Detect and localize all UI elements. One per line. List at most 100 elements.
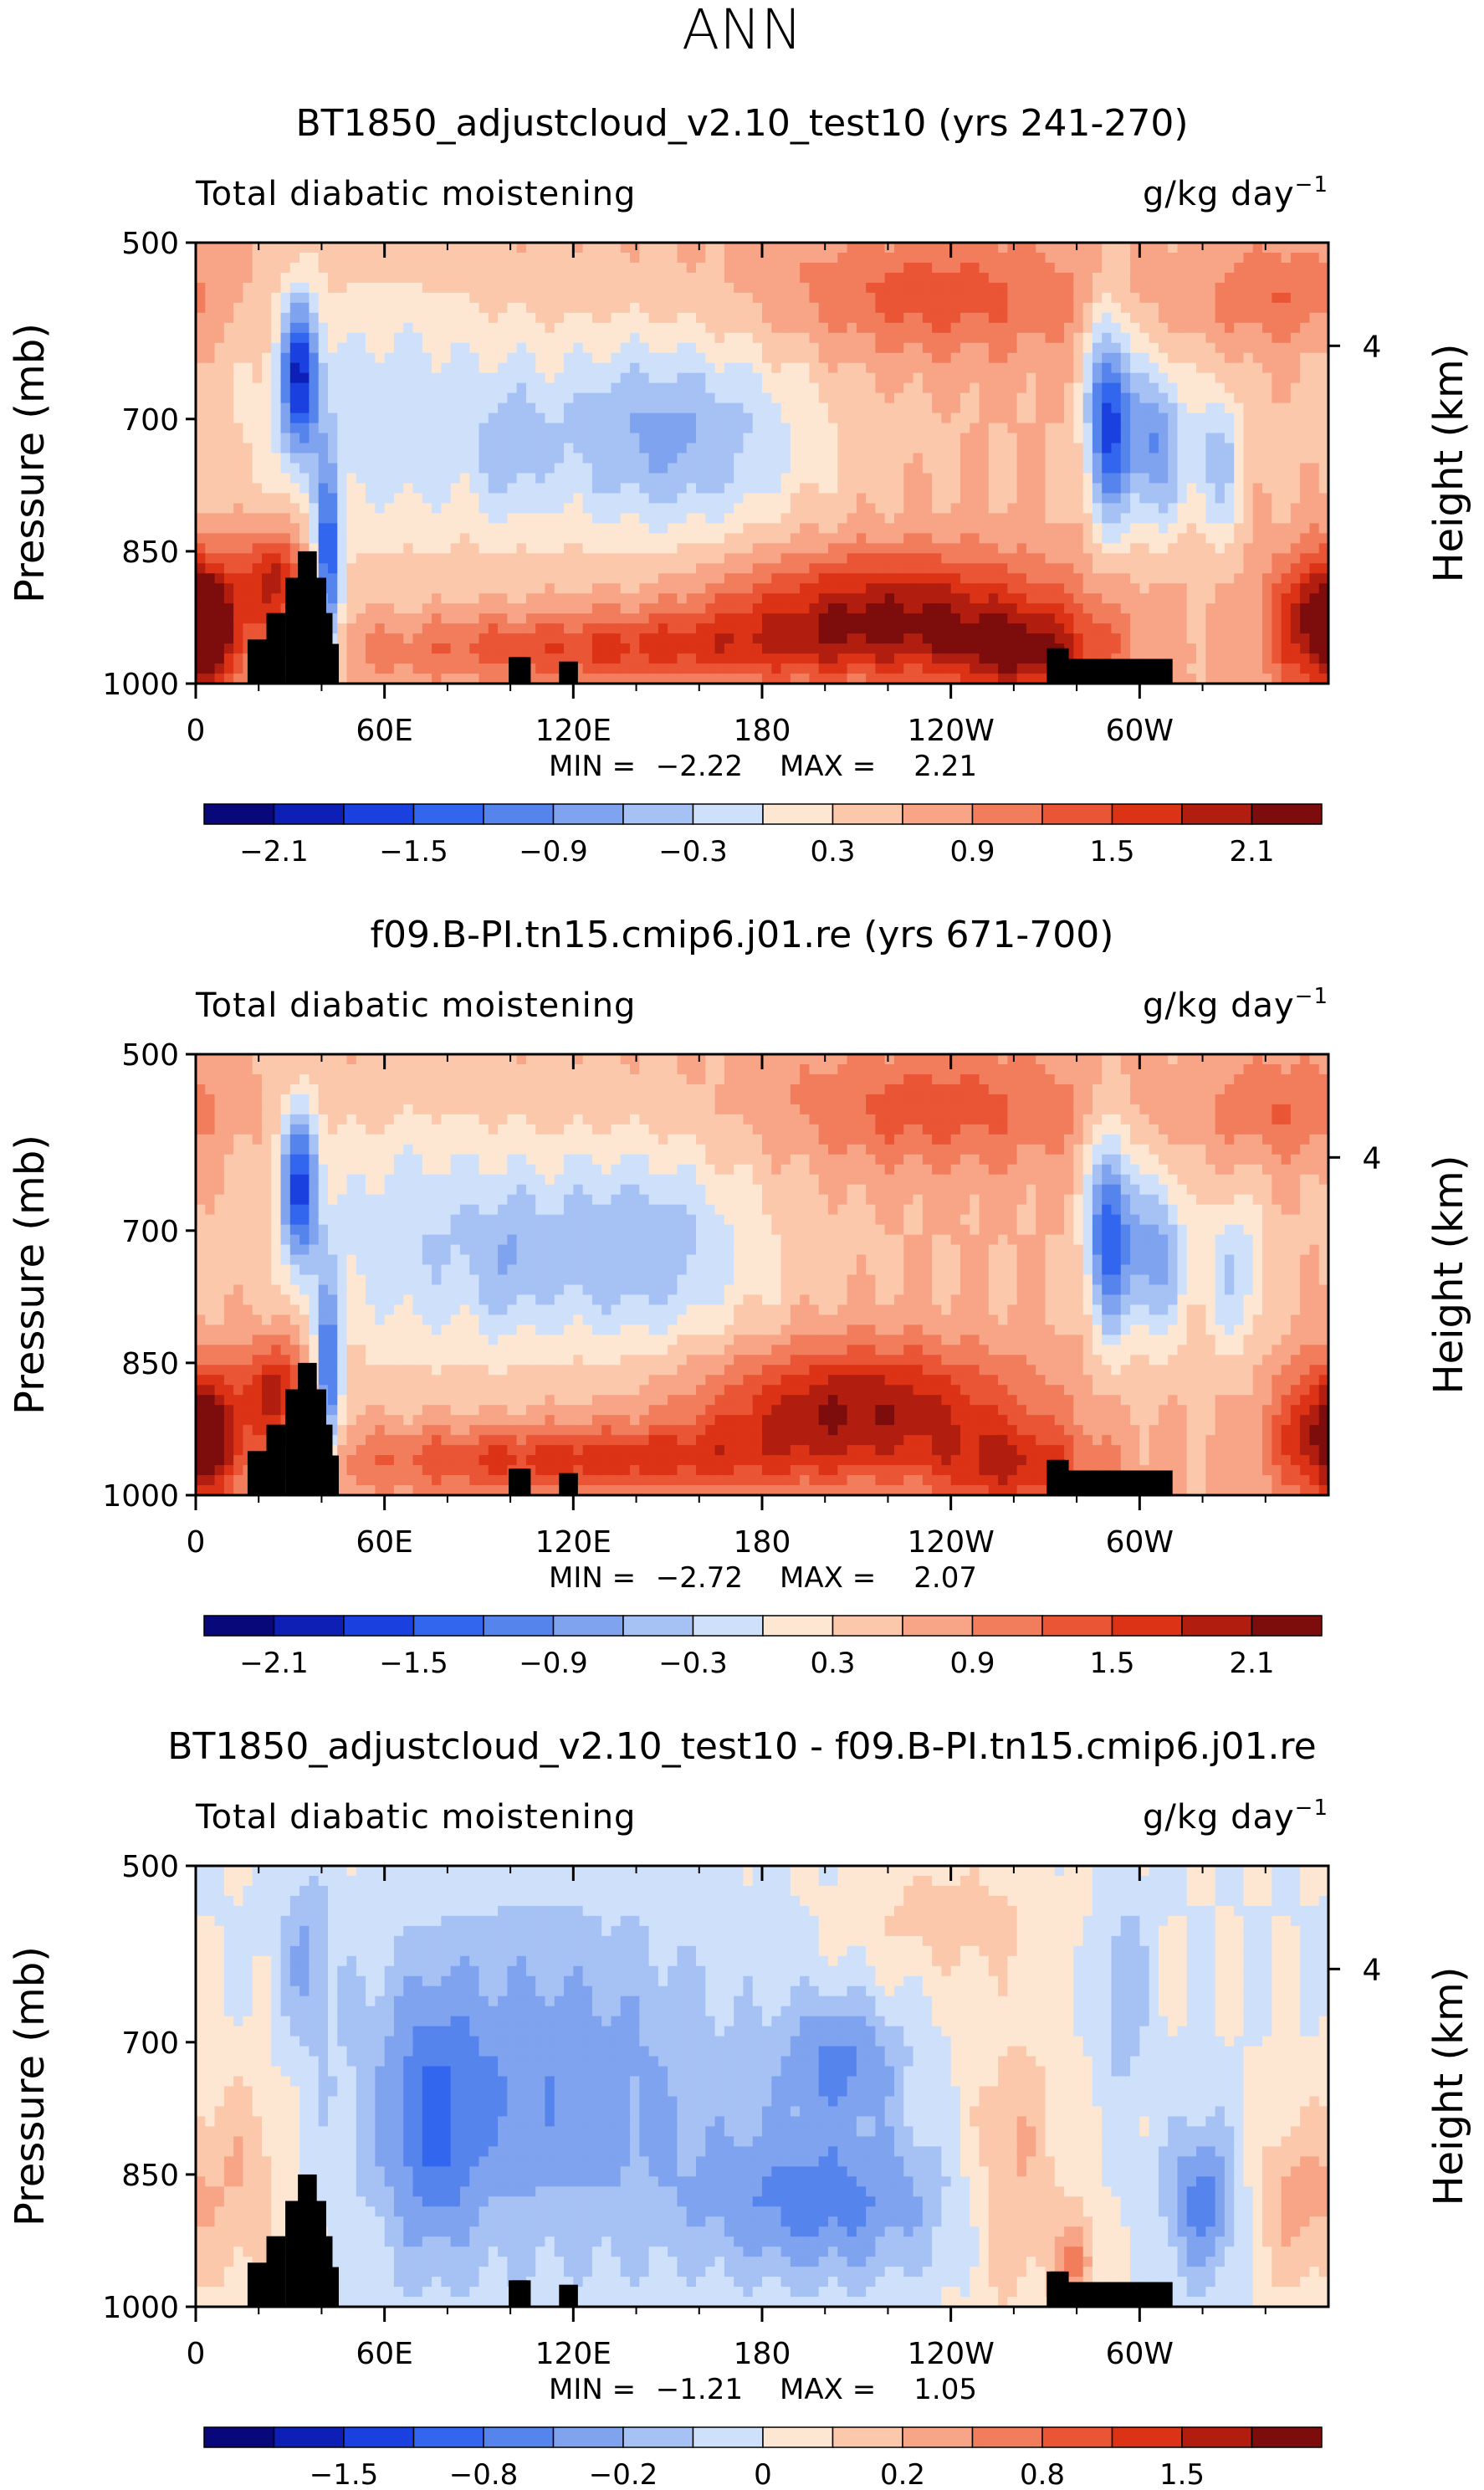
field-cell bbox=[988, 362, 999, 374]
field-cell bbox=[1262, 553, 1272, 564]
field-cell bbox=[346, 633, 357, 644]
field-cell bbox=[469, 503, 480, 514]
field-cell bbox=[686, 352, 697, 364]
field-cell bbox=[441, 312, 452, 324]
field-cell bbox=[696, 463, 706, 474]
field-cell bbox=[970, 473, 980, 484]
field-cell bbox=[959, 533, 970, 544]
field-cell bbox=[866, 412, 876, 424]
field-cell bbox=[714, 563, 725, 574]
field-cell bbox=[356, 613, 366, 624]
field-cell bbox=[771, 302, 782, 314]
field-cell bbox=[780, 603, 791, 614]
field-cell bbox=[1205, 262, 1216, 274]
field-cell bbox=[582, 653, 593, 664]
field-cell bbox=[724, 583, 734, 594]
field-cell bbox=[422, 252, 432, 264]
field-cell bbox=[1224, 423, 1235, 434]
field-cell bbox=[498, 573, 508, 584]
field-cell bbox=[516, 352, 527, 364]
field-cell bbox=[630, 392, 640, 404]
field-cell bbox=[837, 493, 848, 505]
field-cell bbox=[196, 553, 206, 564]
field-cell bbox=[582, 593, 593, 604]
field-cell bbox=[866, 493, 876, 505]
field-cell bbox=[564, 493, 574, 505]
field-cell bbox=[403, 282, 414, 294]
field-cell bbox=[893, 473, 904, 484]
field-cell bbox=[1073, 613, 1084, 624]
field-cell bbox=[743, 312, 754, 324]
field-cell bbox=[1120, 423, 1131, 434]
field-cell bbox=[403, 483, 414, 494]
field-cell bbox=[1272, 252, 1282, 264]
field-cell bbox=[488, 332, 499, 344]
field-cell bbox=[214, 262, 225, 274]
field-cell bbox=[393, 282, 404, 294]
field-cell bbox=[875, 412, 886, 424]
field-cell bbox=[1120, 613, 1131, 624]
field-cell bbox=[1130, 262, 1140, 274]
field-cell bbox=[1224, 282, 1235, 294]
field-cell bbox=[950, 533, 961, 544]
field-cell bbox=[507, 352, 518, 364]
field-cell bbox=[261, 282, 272, 294]
field-cell bbox=[601, 473, 612, 484]
field-cell bbox=[932, 282, 942, 294]
field-cell bbox=[591, 563, 602, 574]
field-cell bbox=[1243, 392, 1254, 404]
field-cell bbox=[478, 412, 489, 424]
field-cell bbox=[1281, 382, 1292, 394]
field-cell bbox=[903, 302, 914, 314]
field-cell bbox=[800, 362, 811, 374]
field-cell bbox=[620, 573, 631, 584]
field-cell bbox=[1111, 553, 1122, 564]
field-cell bbox=[243, 453, 253, 464]
field-cell bbox=[450, 623, 461, 634]
field-cell bbox=[412, 423, 423, 434]
field-cell bbox=[668, 533, 678, 544]
field-cell bbox=[261, 272, 272, 284]
field-cell bbox=[545, 402, 555, 414]
field-cell bbox=[1290, 272, 1301, 284]
field-cell bbox=[932, 453, 942, 464]
field-cell bbox=[459, 272, 470, 284]
field-cell bbox=[366, 643, 376, 654]
field-cell bbox=[366, 302, 376, 314]
field-cell bbox=[818, 533, 829, 544]
field-cell bbox=[771, 292, 782, 304]
field-cell bbox=[1300, 392, 1311, 404]
field-cell bbox=[601, 543, 612, 554]
field-cell bbox=[932, 483, 942, 494]
field-cell bbox=[818, 453, 829, 464]
field-cell bbox=[1102, 473, 1113, 484]
field-cell bbox=[1281, 282, 1292, 294]
field-cell bbox=[1120, 543, 1131, 554]
field-cell bbox=[827, 372, 838, 384]
field-cell bbox=[271, 473, 282, 484]
field-cell bbox=[252, 633, 263, 644]
field-cell bbox=[318, 412, 329, 424]
field-cell bbox=[734, 513, 745, 524]
field-cell bbox=[233, 372, 244, 384]
field-cell bbox=[309, 322, 320, 334]
field-cell bbox=[809, 302, 820, 314]
field-cell bbox=[913, 292, 924, 304]
field-cell bbox=[516, 322, 527, 334]
field-cell bbox=[1309, 623, 1320, 634]
field-cell bbox=[1111, 443, 1122, 454]
field-cell bbox=[734, 362, 745, 374]
field-cell bbox=[611, 533, 622, 544]
field-cell bbox=[970, 573, 980, 584]
field-cell bbox=[1149, 272, 1159, 284]
field-cell bbox=[686, 433, 697, 444]
field-cell bbox=[932, 573, 942, 584]
field-cell bbox=[611, 453, 622, 464]
field-cell bbox=[1111, 453, 1122, 464]
field-cell bbox=[403, 322, 414, 334]
field-cell bbox=[507, 382, 518, 394]
field-cell bbox=[1073, 392, 1084, 404]
field-cell bbox=[1252, 563, 1263, 574]
field-cell bbox=[932, 312, 942, 324]
field-cell bbox=[1272, 583, 1282, 594]
